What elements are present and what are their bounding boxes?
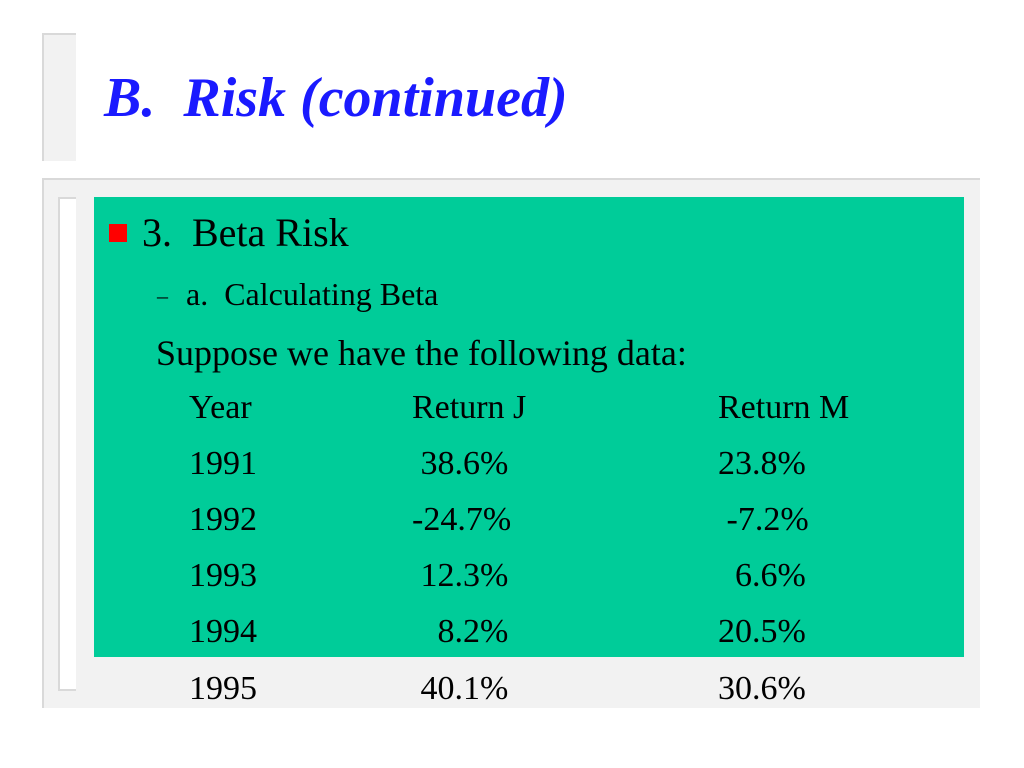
header-return-j: Return J xyxy=(412,389,527,426)
cell-year: 1993 xyxy=(189,557,257,594)
cell-return-j: 38.6% xyxy=(412,445,509,482)
cell-year: 1992 xyxy=(189,501,257,538)
cell-year: 1995 xyxy=(189,670,257,707)
highlight-panel xyxy=(94,197,964,657)
intro-text: Suppose we have the following data: xyxy=(156,333,687,373)
cell-return-m: 30.6% xyxy=(718,670,806,707)
cell-return-m: 6.6% xyxy=(718,557,806,594)
content-clip: 3. Beta Risk – a. Calculating Beta Suppo… xyxy=(42,178,980,708)
cell-return-j: -24.7% xyxy=(412,501,512,538)
header-return-m: Return M xyxy=(718,389,850,426)
sub-bullet-calculating-beta: a. Calculating Beta xyxy=(186,276,439,312)
cell-year: 1991 xyxy=(189,445,257,482)
cell-return-j: 8.2% xyxy=(412,613,509,650)
slide-title: B. Risk (continued) xyxy=(104,67,568,129)
cell-return-m: 23.8% xyxy=(718,445,806,482)
header-year: Year xyxy=(189,389,252,426)
square-bullet-icon xyxy=(109,224,127,242)
dash-bullet-icon: – xyxy=(157,283,168,308)
bullet-beta-risk: 3. Beta Risk xyxy=(142,210,349,255)
title-frame-decoration xyxy=(42,33,76,161)
cell-year: 1994 xyxy=(189,613,257,650)
cell-return-j: 12.3% xyxy=(412,557,509,594)
inner-bracket-decoration xyxy=(58,197,76,691)
cell-return-m: -7.2% xyxy=(718,501,809,538)
cell-return-m: 20.5% xyxy=(718,613,806,650)
cell-return-j: 40.1% xyxy=(412,670,509,707)
